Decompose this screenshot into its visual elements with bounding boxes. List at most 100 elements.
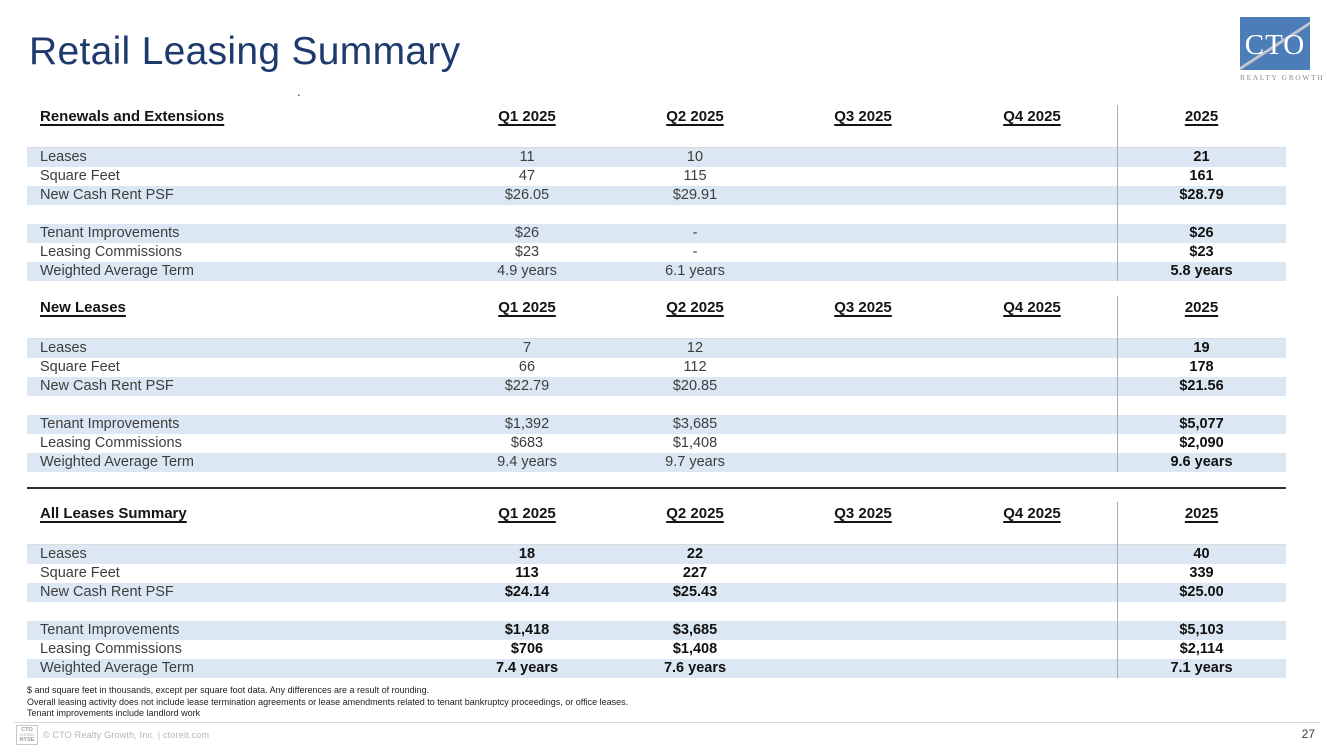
- row-label: Leases: [40, 546, 87, 562]
- row-label: Leasing Commissions: [40, 641, 182, 657]
- cell-value: [947, 148, 1117, 167]
- table-renewals-and-extensions: Renewals and Extensions Q1 2025 Q2 2025 …: [27, 105, 1286, 281]
- row-label: Tenant Improvements: [40, 622, 180, 638]
- table-row: Leasing Commissions $683 $1,408 $2,090: [27, 434, 1286, 453]
- cell-value: [947, 583, 1117, 602]
- cell-value: 7.6 years: [663, 660, 727, 676]
- cell-value: [947, 358, 1117, 377]
- cell-value: -: [692, 244, 698, 260]
- page-number: 27: [1301, 727, 1315, 741]
- cell-value: [779, 434, 947, 453]
- cell-value: 113: [515, 565, 539, 581]
- cell-value: [947, 186, 1117, 205]
- cell-value: $1,408: [672, 435, 718, 451]
- cell-value: 112: [683, 359, 707, 375]
- cell-value-total: 161: [1189, 168, 1214, 184]
- badge-cto-text: CTO: [21, 727, 33, 733]
- cell-value: [779, 148, 947, 167]
- cell-value: [947, 224, 1117, 243]
- logo-text: CTO: [1244, 28, 1306, 61]
- table-row: Weighted Average Term 9.4 years 9.7 year…: [27, 453, 1286, 472]
- page-title: Retail Leasing Summary: [29, 30, 461, 73]
- cell-value: [779, 564, 947, 583]
- cell-value: $1,392: [504, 416, 550, 432]
- cell-value: $3,685: [672, 416, 718, 432]
- footnote-line: Tenant improvements include landlord wor…: [27, 708, 201, 718]
- table-row: Square Feet 66 112 178: [27, 358, 1286, 377]
- table-row: Leases 7 12 19: [27, 339, 1286, 358]
- column-header: Q4 2025: [1003, 505, 1061, 522]
- cell-value: [947, 545, 1117, 564]
- cell-value: $3,685: [672, 622, 718, 638]
- footer-divider: [14, 722, 1320, 723]
- table-header-row: All Leases Summary Q1 2025 Q2 2025 Q3 20…: [27, 502, 1286, 526]
- cell-value: [779, 453, 947, 472]
- section-title: New Leases: [40, 299, 126, 316]
- cell-value-total: $5,103: [1179, 622, 1224, 638]
- cell-value-total: 7.1 years: [1170, 660, 1233, 676]
- column-header: Q3 2025: [834, 505, 892, 522]
- cto-logo: CTO REALTY GROWTH: [1240, 17, 1325, 82]
- column-header: 2025: [1184, 505, 1219, 522]
- column-divider-line: [1117, 105, 1118, 281]
- column-divider-line: [1117, 296, 1118, 472]
- cell-value-total: $5,077: [1179, 416, 1224, 432]
- row-label: Leases: [40, 149, 87, 165]
- column-header: Q1 2025: [498, 505, 556, 522]
- cell-value: [779, 243, 947, 262]
- column-header: Q1 2025: [498, 299, 556, 316]
- cell-value-total: 21: [1193, 149, 1210, 165]
- cell-value-total: $25.00: [1179, 584, 1224, 600]
- cell-value: $26.05: [504, 187, 550, 203]
- table-row: Tenant Improvements $1,418 $3,685 $5,103: [27, 621, 1286, 640]
- column-header: Q2 2025: [666, 108, 724, 125]
- cell-value: $23: [514, 244, 540, 260]
- row-label: Weighted Average Term: [40, 454, 194, 470]
- cell-value: [779, 167, 947, 186]
- copyright-text: © CTO Realty Growth, Inc. | ctoreit.com: [43, 730, 210, 740]
- section-divider-rule: [27, 487, 1286, 489]
- row-label: Leases: [40, 340, 87, 356]
- row-label: Leasing Commissions: [40, 435, 182, 451]
- row-label: Weighted Average Term: [40, 263, 194, 279]
- cell-value: [779, 339, 947, 358]
- row-label: Tenant Improvements: [40, 225, 180, 241]
- row-label: Square Feet: [40, 565, 120, 581]
- table-row: Weighted Average Term 7.4 years 7.6 year…: [27, 659, 1286, 678]
- footnote-line: $ and square feet in thousands, except p…: [27, 685, 430, 695]
- section-title: All Leases Summary: [40, 505, 187, 522]
- cell-value-total: $26: [1189, 225, 1214, 241]
- cell-value: 18: [518, 546, 536, 562]
- cell-value-total: 5.8 years: [1170, 263, 1233, 279]
- cell-value-total: 40: [1193, 546, 1210, 562]
- table-row: Square Feet 47 115 161: [27, 167, 1286, 186]
- column-header: Q3 2025: [834, 108, 892, 125]
- table-header-row: New Leases Q1 2025 Q2 2025 Q3 2025 Q4 20…: [27, 296, 1286, 320]
- spacer-row: [27, 396, 1286, 415]
- cell-value: $22.79: [504, 378, 550, 394]
- cell-value: 12: [686, 340, 704, 356]
- row-label: Square Feet: [40, 359, 120, 375]
- row-label: Square Feet: [40, 168, 120, 184]
- cell-value: 6.1 years: [665, 263, 725, 279]
- cell-value-total: $23: [1189, 244, 1214, 260]
- cell-value: [947, 243, 1117, 262]
- cell-value: 9.4 years: [497, 454, 557, 470]
- row-label: Leasing Commissions: [40, 244, 182, 260]
- cell-value: $1,418: [504, 622, 550, 638]
- column-header: Q4 2025: [1003, 108, 1061, 125]
- column-header: 2025: [1184, 299, 1219, 316]
- badge-nyse-text: NYSE: [19, 737, 35, 743]
- cell-value: 22: [686, 546, 704, 562]
- cell-value: [947, 659, 1117, 678]
- cell-value-total: 178: [1189, 359, 1214, 375]
- logo-caption: REALTY GROWTH: [1240, 73, 1325, 82]
- table-header-row: Renewals and Extensions Q1 2025 Q2 2025 …: [27, 105, 1286, 129]
- cell-value: [947, 434, 1117, 453]
- cell-value: $683: [510, 435, 544, 451]
- stray-dot: .: [297, 84, 301, 99]
- cell-value: $1,408: [672, 641, 718, 657]
- cell-value: 11: [519, 149, 535, 165]
- row-label: New Cash Rent PSF: [40, 584, 174, 600]
